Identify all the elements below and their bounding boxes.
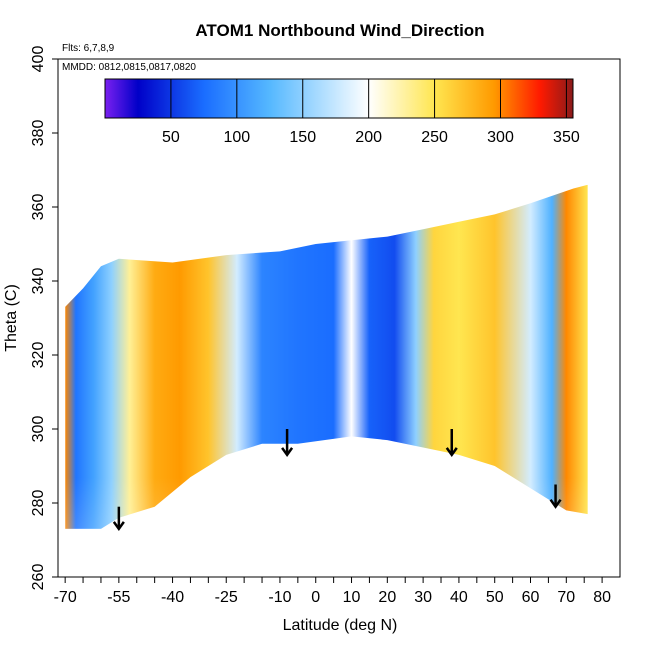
plot-frame	[57, 58, 621, 578]
chart-title: ATOM1 Northbound Wind_Direction	[195, 21, 484, 40]
y-tick-label: 340	[30, 268, 47, 295]
y-tick-label: 280	[30, 490, 47, 517]
colorbar-tick-label: 300	[487, 129, 514, 146]
arrow-head	[281, 447, 294, 458]
colorbar-tick-label: 250	[421, 129, 448, 146]
x-axis-title: Latitude (deg N)	[283, 617, 398, 634]
y-tick-label: 380	[30, 120, 47, 147]
x-tick-label: -10	[268, 589, 291, 606]
x-tick-label: -55	[107, 589, 130, 606]
y-tick-label: 360	[30, 194, 47, 221]
x-tick-label: 40	[450, 589, 468, 606]
x-axis: -70 -55 -40 -25 -10 0 10 20 30 40 50 60 70 80	[54, 577, 611, 606]
arrow-layer	[112, 429, 562, 532]
colorbar-tick-label: 150	[289, 129, 316, 146]
arrow-head	[112, 521, 125, 532]
x-tick-label: 60	[522, 589, 540, 606]
x-tick-label: 10	[343, 589, 361, 606]
colorbar: 50 100 150 200 250 300 350	[104, 78, 580, 146]
arrow-head	[445, 447, 458, 458]
y-tick-label: 320	[30, 342, 47, 369]
x-tick-label: 80	[593, 589, 611, 606]
y-axis: 260 280 300 320 340 360 380 400	[30, 46, 58, 591]
x-tick-label: 70	[557, 589, 575, 606]
data-field	[65, 184, 588, 529]
x-tick-label: -40	[161, 589, 184, 606]
colorbar-ticks: 50 100 150 200 250 300 350	[162, 79, 580, 146]
y-tick-label: 300	[30, 416, 47, 443]
flights-note: Flts: 6,7,8,9	[62, 43, 115, 54]
y-tick-label: 260	[30, 564, 47, 591]
x-tick-label: -25	[215, 589, 238, 606]
colorbar-tick-label: 100	[223, 129, 250, 146]
colorbar-tick-label: 50	[162, 129, 180, 146]
x-tick-label: -70	[54, 589, 77, 606]
y-tick-label: 400	[30, 46, 47, 73]
x-tick-label: 0	[311, 589, 320, 606]
arrow-head	[549, 498, 562, 509]
field-shade	[65, 184, 588, 529]
colorbar-tick-label: 350	[553, 129, 580, 146]
dates-note: MMDD: 0812,0815,0817,0820	[62, 62, 196, 73]
colorbar-bar	[104, 78, 574, 119]
x-tick-label: 20	[378, 589, 396, 606]
x-tick-label: 50	[486, 589, 504, 606]
colorbar-tick-label: 200	[355, 129, 382, 146]
y-axis-title: Theta (C)	[3, 284, 20, 352]
x-tick-label: 30	[414, 589, 432, 606]
